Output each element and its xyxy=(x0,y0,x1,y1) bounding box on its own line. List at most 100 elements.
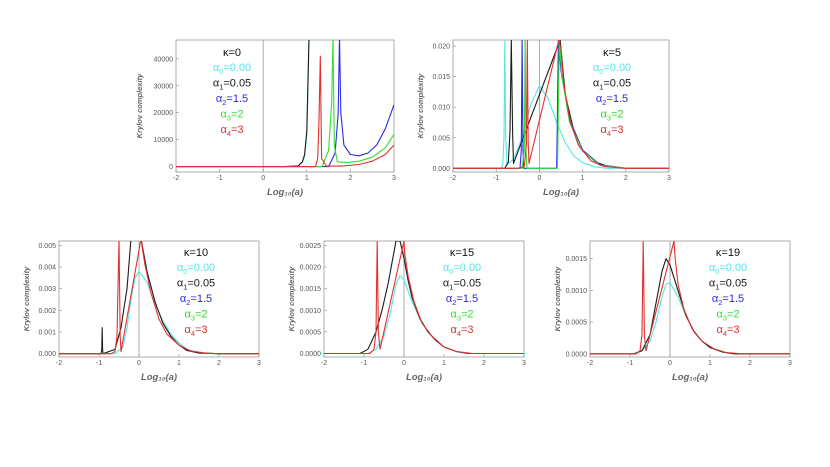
legend-entry-black: α1=0.05 xyxy=(593,78,631,92)
x-tick-label: 3 xyxy=(257,360,261,367)
legend-subscript: 0 xyxy=(449,267,453,276)
y-tick-label: 0.0005 xyxy=(300,329,322,336)
y-tick-label: 0.0005 xyxy=(566,320,588,327)
x-tick-label: 3 xyxy=(788,360,792,367)
y-tick-label: 0.0000 xyxy=(300,351,322,358)
legend-value: =0.05 xyxy=(223,78,251,90)
legend-value: =3 xyxy=(195,324,208,336)
legend-entry-blue: α2=1.5 xyxy=(180,293,212,307)
x-axis-label: Log₁₀(a) xyxy=(672,372,708,383)
legend-subscript: 2 xyxy=(602,98,606,107)
kappa-label: ĸ=10 xyxy=(184,247,208,259)
chart-panel-2: -2 -1 0 1 2 30.0000.0010.0020.0030.0040.005Lo… xyxy=(22,240,261,383)
legend-value: =1.5 xyxy=(722,293,744,305)
legend-subscript: 4 xyxy=(227,129,231,138)
plot-frame xyxy=(323,240,525,358)
legend-entry-red: α4=3 xyxy=(450,324,473,338)
y-tick-label: 0.004 xyxy=(38,265,56,272)
y-tick-label: 0.0015 xyxy=(300,286,322,293)
legend-value: =3 xyxy=(611,124,624,136)
legend-subscript: 1 xyxy=(449,283,453,292)
x-tick-label: 0 xyxy=(537,175,541,182)
x-tick-label: 1 xyxy=(708,360,712,367)
y-tick-label: 0.003 xyxy=(38,286,56,293)
kappa-label: ĸ=0 xyxy=(223,47,241,59)
x-tick-label: -2 xyxy=(56,360,62,367)
legend-symbol: α xyxy=(220,124,227,136)
legend-symbol: α xyxy=(213,62,220,74)
x-tick-label: 0 xyxy=(402,360,406,367)
y-tick-label: 0 xyxy=(169,164,173,171)
x-tick-label: 0 xyxy=(261,175,265,182)
legend-subscript: 2 xyxy=(222,98,226,107)
y-tick-label: 0.002 xyxy=(38,308,56,315)
x-tick-label: 1 xyxy=(177,360,181,367)
y-axis-label: Krylov complexity xyxy=(135,73,144,138)
y-tick-label: 0.000 xyxy=(432,166,450,173)
x-tick-label: -1 xyxy=(627,360,633,367)
kappa-label: ĸ=15 xyxy=(450,247,474,259)
legend-value: =0.00 xyxy=(223,62,251,74)
legend-symbol: α xyxy=(593,78,600,90)
chart-panel-4: -2 -1 0 1 2 30.00000.00050.00100.0015Log₁₀(a)… xyxy=(553,240,792,383)
legend-entry-cyan: α0=0.00 xyxy=(443,262,481,276)
legend-subscript: 3 xyxy=(723,314,727,323)
plot-frame xyxy=(58,240,260,358)
y-tick-label: 0.005 xyxy=(38,243,56,250)
legend-symbol: α xyxy=(446,293,453,305)
legend-value: =2 xyxy=(231,109,244,121)
legend-entry-red: α4=3 xyxy=(600,124,623,138)
legend-symbol: α xyxy=(177,278,184,290)
y-tick-label: 0.010 xyxy=(432,105,450,112)
legend-value: =0.05 xyxy=(187,278,215,290)
x-tick-label: 2 xyxy=(482,360,486,367)
legend-value: =0.00 xyxy=(187,262,215,274)
legend-subscript: 0 xyxy=(183,267,187,276)
legend-subscript: 0 xyxy=(715,267,719,276)
legend-symbol: α xyxy=(716,324,723,336)
legend-value: =2 xyxy=(195,309,208,321)
legend-value: =2 xyxy=(727,309,740,321)
y-axis-label: Krylov complexity xyxy=(553,266,562,331)
y-axis-label: Krylov complexity xyxy=(287,266,296,331)
x-tick-label: 3 xyxy=(392,175,396,182)
x-tick-label: -2 xyxy=(450,175,456,182)
legend-symbol: α xyxy=(600,109,607,121)
y-tick-label: 0.0015 xyxy=(566,256,588,263)
y-tick-label: 0.0020 xyxy=(300,264,322,271)
x-tick-label: 2 xyxy=(748,360,752,367)
legend-symbol: α xyxy=(216,93,223,105)
legend-value: =0.00 xyxy=(453,262,481,274)
y-axis-label: Krylov complexity xyxy=(22,266,31,331)
y-tick-label: 0.000 xyxy=(38,351,56,358)
series-line-red xyxy=(59,241,259,355)
x-tick-label: -2 xyxy=(321,360,327,367)
x-tick-label: 1 xyxy=(442,360,446,367)
legend-symbol: α xyxy=(184,309,191,321)
legend-subscript: 2 xyxy=(186,298,190,307)
legend-entry-blue: α2=1.5 xyxy=(596,93,628,107)
legend-subscript: 0 xyxy=(219,67,223,76)
legend-symbol: α xyxy=(712,293,719,305)
x-tick-label: 3 xyxy=(522,360,526,367)
series-line-red xyxy=(324,241,524,355)
series-group xyxy=(59,241,259,355)
x-tick-label: 3 xyxy=(667,175,671,182)
legend-symbol: α xyxy=(596,93,603,105)
legend-subscript: 3 xyxy=(457,314,461,323)
x-tick-label: 2 xyxy=(624,175,628,182)
y-tick-label: 40000 xyxy=(154,56,174,63)
kappa-label: ĸ=19 xyxy=(716,247,740,259)
legend-symbol: α xyxy=(716,309,723,321)
legend-entry-black: α1=0.05 xyxy=(443,278,481,292)
x-tick-label: -2 xyxy=(173,175,179,182)
legend-value: =0.00 xyxy=(719,262,747,274)
legend-entry-red: α4=3 xyxy=(220,124,243,138)
series-line-cyan xyxy=(453,40,669,169)
legend-entry-black: α1=0.05 xyxy=(709,278,747,292)
legend-subscript: 0 xyxy=(599,67,603,76)
series-group xyxy=(453,40,669,169)
x-tick-label: 1 xyxy=(581,175,585,182)
y-tick-label: 0.0010 xyxy=(566,288,588,295)
